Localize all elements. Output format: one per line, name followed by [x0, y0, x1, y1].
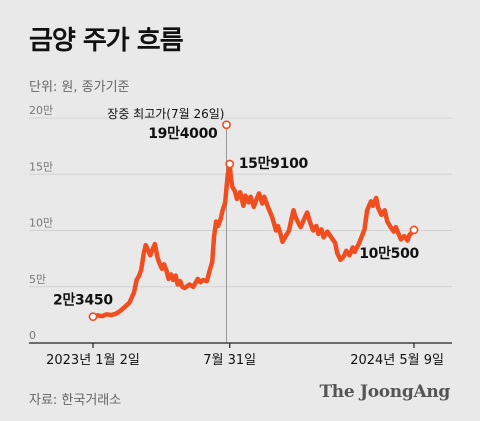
peak-close-label: 15만9100 — [239, 156, 309, 172]
start-price-label: 2만3450 — [53, 293, 113, 309]
source-note: 자료: 한국거래소 — [29, 393, 122, 408]
chart-title: 금양 주가 흐름 — [29, 26, 184, 56]
y-tick-label: 5만 — [29, 273, 46, 286]
data-point-marker — [222, 120, 231, 130]
latest-price-label: 10만500 — [359, 246, 419, 262]
grid-layer: 0 5만 10만 15만 20만 — [29, 104, 452, 343]
data-point-marker — [88, 312, 98, 322]
x-tick-label: 7월 31일 — [203, 353, 256, 368]
price-line — [90, 161, 417, 319]
intraday-high-caption: 장중 최고가(7월 26일) — [107, 107, 224, 121]
y-tick-label: 15만 — [29, 160, 53, 173]
y-tick-label: 10만 — [29, 217, 53, 230]
unit-note: 단위: 원, 종가기준 — [29, 80, 130, 95]
annotation-layer: 2만3450 15만9100 10만500 장중 최고가(7월 26일) 19만4000 — [53, 107, 420, 322]
x-tick-label: 2024년 5월 9일 — [350, 353, 444, 368]
data-point-marker — [225, 159, 235, 169]
x-tick-label: 2023년 1월 2일 — [46, 353, 140, 368]
series-layer — [90, 161, 417, 319]
y-tick-label: 20만 — [29, 104, 53, 117]
axis-layer: 2023년 1월 2일 7월 31일 2024년 5월 9일 — [29, 342, 452, 368]
y-tick-label: 0 — [29, 329, 36, 342]
data-point-marker — [409, 225, 419, 235]
publisher-logo: The JoongAng — [319, 382, 450, 402]
intraday-high-value: 19만4000 — [148, 126, 218, 142]
